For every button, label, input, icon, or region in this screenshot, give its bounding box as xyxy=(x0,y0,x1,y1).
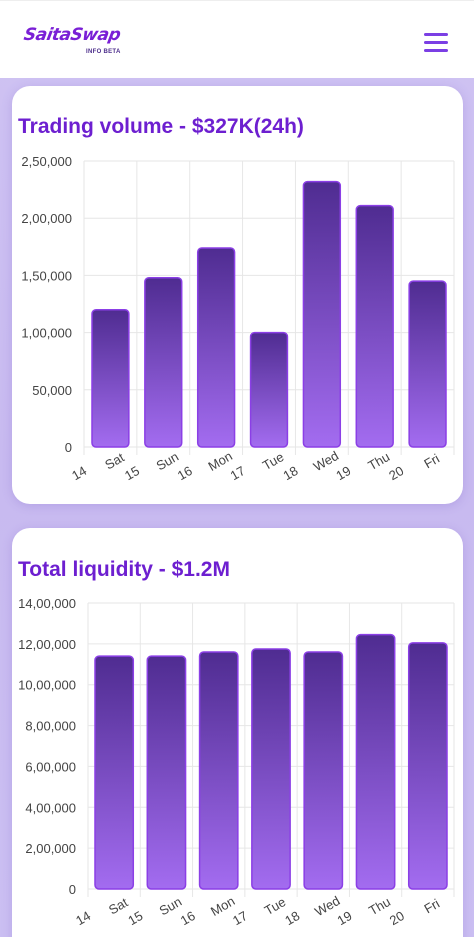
total-liquidity-title: Total liquidity - $1.2M xyxy=(18,558,230,581)
y-tick-label: 0 xyxy=(69,882,76,897)
y-tick-label: 12,00,000 xyxy=(18,637,76,652)
bar-tue[interactable] xyxy=(249,331,289,448)
trading-volume-chart: 0 50,000 1,00,000 1,50,000 2,00,000 2,50,000 1… xyxy=(21,154,455,483)
bar-sun[interactable] xyxy=(144,276,183,448)
x-tick-label: 16 xyxy=(175,463,195,483)
y-tick-label: 2,00,000 xyxy=(25,841,76,856)
bar-thu[interactable] xyxy=(355,204,394,448)
x-tick-label: 20 xyxy=(386,463,406,483)
y-tick-label: 10,00,000 xyxy=(18,678,76,693)
x-tick-label: Fri xyxy=(422,896,443,917)
bar-thu[interactable] xyxy=(355,633,396,890)
bar-fri[interactable] xyxy=(408,280,447,448)
logo-subtitle: INFO BETA xyxy=(86,49,121,55)
x-tick-label: 17 xyxy=(230,908,250,928)
x-tick-label: 19 xyxy=(335,908,355,928)
bar-tue[interactable] xyxy=(251,648,291,890)
y-tick-label: 2,50,000 xyxy=(21,154,72,169)
y-tick-label: 1,50,000 xyxy=(21,268,72,283)
x-tick-label: 15 xyxy=(122,463,142,483)
x-tick-label: 20 xyxy=(387,908,407,928)
x-tick-label: 14 xyxy=(73,908,93,928)
trading-volume-title: Trading volume - $327K(24h) xyxy=(18,115,304,138)
x-tick-label: 15 xyxy=(125,908,145,928)
x-tick-label: 19 xyxy=(333,463,353,483)
trading-volume-card: Trading volume - $327K(24h) 0 50,000 1,00,… xyxy=(12,86,463,504)
x-tick-label: 18 xyxy=(282,908,302,928)
x-tick-label: 17 xyxy=(228,463,248,483)
y-tick-label: 50,000 xyxy=(32,383,72,398)
total-liquidity-chart: 0 2,00,000 4,00,000 6,00,000 8,00,000 10,00,0… xyxy=(18,596,455,928)
y-tick-label: 14,00,000 xyxy=(18,596,76,611)
bar-wed[interactable] xyxy=(303,651,344,890)
bar-mon[interactable] xyxy=(198,651,239,890)
y-tick-label: 1,00,000 xyxy=(21,326,72,341)
y-tick-label: 4,00,000 xyxy=(25,800,76,815)
logo-text: SaitaSwap xyxy=(22,25,122,45)
bar-mon[interactable] xyxy=(196,247,236,448)
hamburger-menu-icon[interactable] xyxy=(424,31,450,53)
y-tick-label: 2,00,000 xyxy=(21,211,72,226)
bar-sat[interactable] xyxy=(91,308,130,448)
bar-wed[interactable] xyxy=(302,180,342,448)
y-tick-label: 6,00,000 xyxy=(25,759,76,774)
x-tick-label: 18 xyxy=(281,463,301,483)
bar-sat[interactable] xyxy=(94,655,135,890)
top-navbar: SaitaSwap INFO BETA xyxy=(0,0,474,78)
y-tick-label: 0 xyxy=(65,440,72,455)
y-tick-label: 8,00,000 xyxy=(25,719,76,734)
saitaswap-logo[interactable]: SaitaSwap INFO BETA xyxy=(22,25,134,63)
x-tick-label: 16 xyxy=(178,908,198,928)
total-liquidity-card: Total liquidity - $1.2M 0 2,00,000 4,00,00… xyxy=(12,528,463,937)
bar-fri[interactable] xyxy=(407,642,448,890)
bar-sun[interactable] xyxy=(146,655,187,890)
x-tick-label: 14 xyxy=(69,463,89,483)
x-tick-label: Fri xyxy=(421,451,442,472)
